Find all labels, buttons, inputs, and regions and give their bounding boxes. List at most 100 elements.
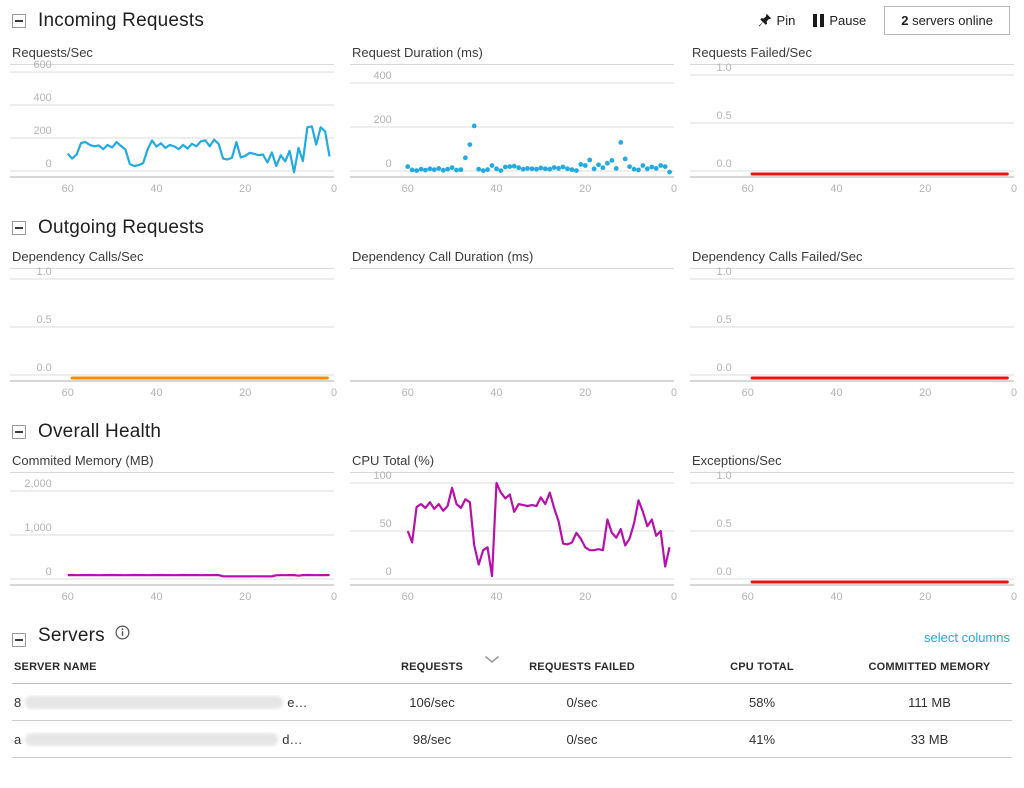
svg-text:0: 0 [331,591,337,603]
server-committed-memory: 111 MB [908,694,951,710]
server-requests: 98/sec [412,731,452,747]
pin-button[interactable]: Pin [757,13,796,28]
svg-text:60: 60 [402,591,414,603]
server-requests-failed: 0/sec [566,731,598,747]
pin-icon [758,13,771,27]
server-name-cell: a d… [12,732,377,747]
chart-title: Exceptions/Sec [690,453,1014,473]
section-overall-health-header: Overall Health [12,421,1010,443]
svg-text:0: 0 [671,591,677,603]
svg-text:0: 0 [46,566,52,578]
section-title: Overall Health [38,421,162,442]
chart-exceptions-per-sec: Exceptions/Sec 0.0 0.5 1.0 60 40 20 0 [690,453,1017,605]
collapse-health-icon[interactable] [12,425,26,439]
server-row-2[interactable]: a d… 98/sec 0/sec 41% 33 MB [12,721,1012,758]
svg-text:100: 100 [374,470,392,482]
col-header-requests-failed[interactable]: REQUESTS FAILED [529,661,635,673]
section-title: Servers [38,625,105,646]
chart-title: Requests Failed/Sec [690,45,1014,65]
sort-chevron-down-icon[interactable] [484,655,500,667]
svg-text:40: 40 [490,591,502,603]
pause-button[interactable]: Pause [813,13,866,28]
servers-online-button[interactable]: 2 servers online [884,6,1010,35]
collapse-incoming-icon[interactable] [12,13,26,28]
servers-online-count: 2 [901,13,909,28]
server-name-redacted [25,732,279,746]
chart-title: Request Duration (ms) [350,45,674,65]
col-header-server-name[interactable]: SERVER NAME [14,661,97,673]
section-incoming-requests-header: Incoming Requests Pin Pause 2 servers on… [12,6,1010,35]
svg-text:0.5: 0.5 [37,314,52,326]
chart-title: CPU Total (%) [350,453,674,473]
svg-text:60: 60 [742,183,754,195]
collapse-outgoing-icon[interactable] [12,221,26,235]
servers-table: SERVER NAME REQUESTS REQUESTS FAILED CPU… [12,655,1012,758]
chart-canvas: 0.0 0.5 1.0 60 40 20 0 [690,266,1017,399]
svg-text:60: 60 [402,387,414,399]
svg-text:0: 0 [1011,183,1017,195]
chart-title: Dependency Calls/Sec [10,249,334,269]
overall-health-charts: Commited Memory (MB) 0 1,000 2,000 60 40 20 0 … [10,453,1017,605]
col-header-requests[interactable]: REQUESTS [400,661,464,673]
svg-text:60: 60 [402,183,414,195]
svg-text:20: 20 [579,591,591,603]
svg-text:0: 0 [1011,591,1017,603]
topbar-controls: Pin Pause 2 servers online [757,6,1010,35]
outgoing-requests-charts: Dependency Calls/Sec 0.0 0.5 1.0 60 40 20 0 De… [10,249,1017,401]
svg-text:0: 0 [46,158,52,170]
section-title: Outgoing Requests [38,217,205,238]
chart-dependency-calls-per-sec: Dependency Calls/Sec 0.0 0.5 1.0 60 40 20 0 [10,249,337,401]
svg-text:40: 40 [830,183,842,195]
server-name-suffix: e… [287,694,308,710]
collapse-servers-icon[interactable] [12,633,26,647]
chart-cpu-total: CPU Total (%) 0 50 100 60 40 20 0 [350,453,677,605]
svg-text:0: 0 [331,183,337,195]
section-servers-header: Servers select columns [12,625,1010,647]
server-cpu-total: 41% [748,731,776,747]
col-header-committed-memory[interactable]: COMMITTED MEMORY [868,661,991,673]
server-row-1[interactable]: 8 e… 106/sec 0/sec 58% 111 MB [12,684,1012,721]
svg-text:20: 20 [239,387,251,399]
server-name-redacted [25,695,284,709]
chart-canvas: 0.0 0.5 1.0 60 40 20 0 [690,62,1017,195]
svg-text:20: 20 [919,183,931,195]
server-requests: 106/sec [409,694,455,710]
svg-text:0.0: 0.0 [717,566,732,578]
select-columns-link[interactable]: select columns [924,630,1010,645]
server-name-cell: 8 e… [12,695,377,710]
svg-text:2,000: 2,000 [24,478,51,490]
chart-canvas: 60 40 20 0 [350,380,677,399]
info-icon[interactable] [115,625,130,645]
chart-canvas: 0 1,000 2,000 60 40 20 0 [10,478,337,603]
server-name-prefix: a [14,731,22,747]
svg-text:0.5: 0.5 [717,314,732,326]
svg-text:0: 0 [386,566,392,578]
pin-label: Pin [776,13,796,28]
svg-text:20: 20 [579,387,591,399]
svg-text:20: 20 [579,183,591,195]
svg-text:40: 40 [150,591,162,603]
svg-text:0: 0 [671,387,677,399]
chart-title: Dependency Calls Failed/Sec [690,249,1014,269]
svg-text:200: 200 [34,125,52,137]
col-header-cpu-total[interactable]: CPU TOTAL [730,661,794,673]
server-committed-memory: 33 MB [910,731,949,747]
chart-request-duration: Request Duration (ms) 0 200 400 60 40 20 0 [350,45,677,197]
svg-text:0.0: 0.0 [37,362,52,374]
chart-title: Commited Memory (MB) [10,453,334,473]
svg-text:400: 400 [34,92,52,104]
server-cpu-total: 58% [748,694,776,710]
svg-text:60: 60 [62,183,74,195]
svg-text:40: 40 [490,183,502,195]
incoming-requests-charts: Requests/Sec 0 200 400 600 60 40 20 0 Request D… [10,45,1017,197]
server-name-suffix: d… [282,731,303,747]
svg-text:60: 60 [742,591,754,603]
svg-text:60: 60 [62,591,74,603]
section-outgoing-requests-header: Outgoing Requests [12,217,1010,239]
chart-canvas: 0 50 100 60 40 20 0 [350,470,677,603]
chart-requests-failed-per-sec: Requests Failed/Sec 0.0 0.5 1.0 60 40 20 0 [690,45,1017,197]
svg-text:1.0: 1.0 [37,266,52,278]
svg-text:60: 60 [62,387,74,399]
